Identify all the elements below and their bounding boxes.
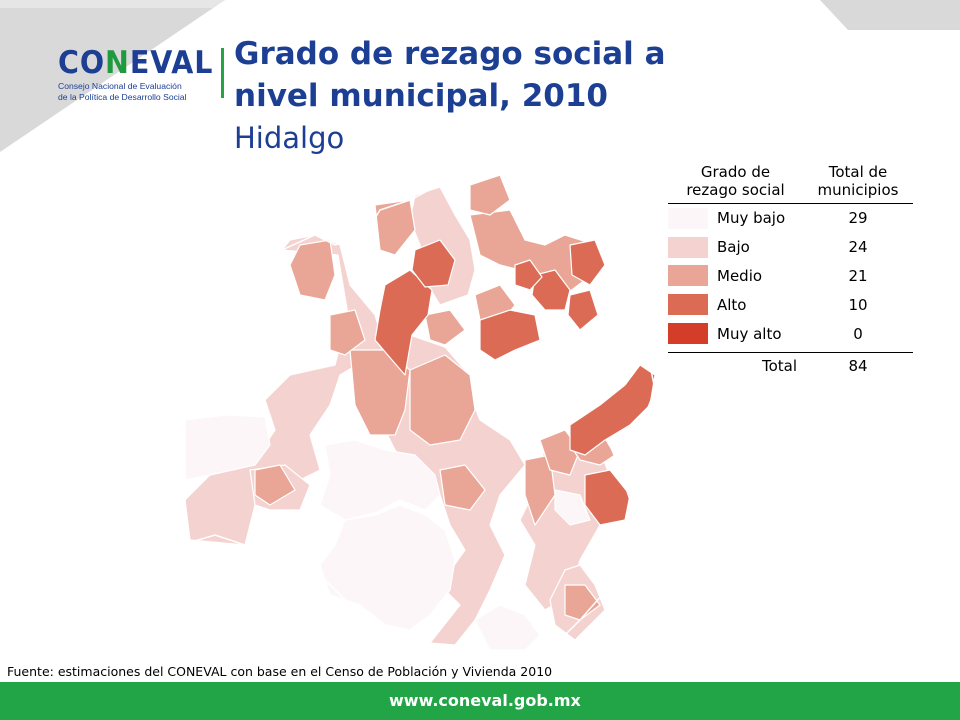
region-muy-bajo [184,414,271,481]
state-outline [184,172,656,656]
logo-subtitle: Consejo Nacional de Evaluación de la Pol… [58,81,208,103]
corner-decoration-right [820,0,960,30]
legend-total-label: Total [761,356,797,375]
region-alto [569,239,606,286]
legend-col-grado: Grado de rezago social [668,163,803,199]
title-accent-bar [221,48,224,98]
legend-label: Medio [717,266,763,285]
corner-decoration-left [0,0,225,152]
region-alto [411,239,456,288]
region-medio [564,584,601,621]
legend-header: Grado de rezago social Total de municipi… [668,163,913,204]
region-alto [569,364,656,456]
legend-row: Alto 10 [668,290,913,319]
region-medio [289,239,336,301]
legend-count: 21 [848,266,868,285]
footer-bar: www.coneval.gob.mx [0,682,960,720]
region-muy-bajo [319,504,456,631]
legend-count: 0 [853,324,863,343]
legend-col-grado-line1: Grado de [700,163,771,181]
legend-row: Bajo 24 [668,233,913,262]
legend-row: Muy alto 0 [668,319,913,348]
hidalgo-municipal-map [184,172,656,656]
legend-swatch [668,265,708,287]
legend-label: Muy bajo [717,209,786,228]
legend-count: 29 [848,209,868,228]
page-subtitle: Hidalgo [234,121,345,155]
legend-label: Muy alto [717,324,782,343]
region-medio [329,309,366,356]
legend-label: Bajo [717,238,750,257]
region-medio [374,199,416,256]
legend-swatch [668,236,708,258]
region-alto [567,289,599,331]
region-alto [514,259,543,291]
coneval-logo: CONEVAL Consejo Nacional de Evaluación d… [58,45,214,116]
region-medio [439,464,486,511]
legend-row: Medio 21 [668,262,913,291]
footer-url-link[interactable]: www.coneval.gob.mx [389,691,581,710]
legend-col-total: Total de municipios [803,163,913,199]
region-muy-bajo [474,604,541,651]
region-medio [469,174,511,216]
logo-subtitle-line2: de la Política de Desarrollo Social [58,92,187,102]
page-title: Grado de rezago social a nivel municipal… [234,36,666,114]
legend-label: Alto [717,295,747,314]
region-alto [479,309,541,361]
legend-row: Muy bajo 29 [668,204,913,233]
logo-wordmark: CONEVAL [58,45,214,81]
region-muy-bajo [554,489,591,526]
legend-rows: Muy bajo 29 Bajo 24 Medio 21 Alto 10 Muy… [668,204,913,348]
region-alto [531,269,571,311]
legend-total-row: Total 84 [668,351,913,379]
region-medio [424,309,466,346]
region-muy-bajo [319,439,441,521]
legend-count: 24 [848,238,868,257]
legend-swatch [668,207,708,229]
legend-total-value: 84 [848,356,868,375]
region-alto [584,469,631,526]
legend-col-grado-line2: rezago social [686,181,785,199]
legend-count: 10 [848,295,868,314]
source-note: Fuente: estimaciones del CONEVAL con bas… [7,664,553,679]
legend-col-total-line1: Total de [828,163,888,181]
legend-swatch [668,323,708,345]
region-medio [409,354,476,446]
logo-subtitle-line1: Consejo Nacional de Evaluación [58,81,182,91]
legend-table: Grado de rezago social Total de municipi… [668,163,913,379]
region-medio [254,464,296,506]
legend-swatch [668,294,708,316]
legend-col-total-line2: municipios [817,181,899,199]
